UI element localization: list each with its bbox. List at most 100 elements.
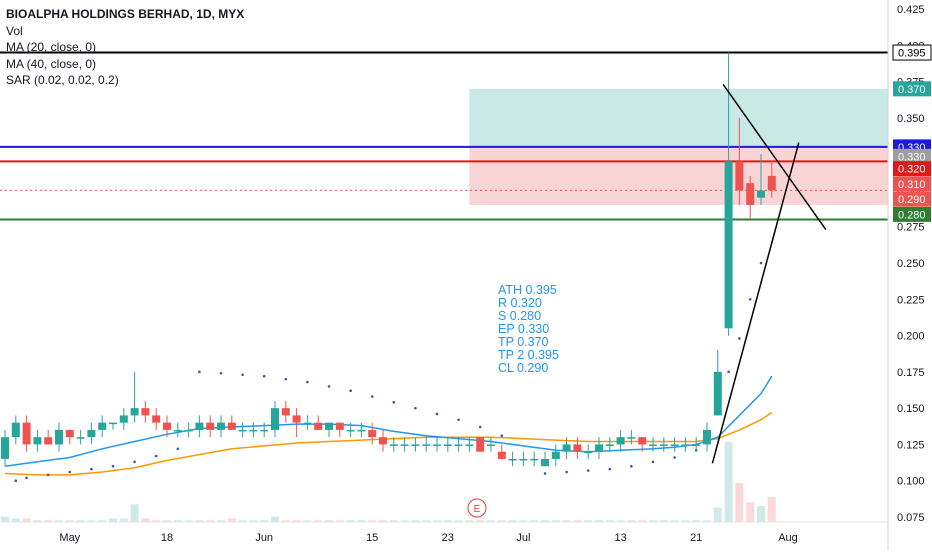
- candle-body[interactable]: [497, 451, 506, 459]
- x-tick-label: 23: [442, 532, 454, 544]
- volume-bar: [389, 520, 398, 522]
- volume-bar: [22, 518, 31, 522]
- legend-sar[interactable]: SAR (0.02, 0.02, 0.2): [6, 73, 119, 87]
- candle-body[interactable]: [238, 429, 247, 432]
- y-tick-label: 0.425: [897, 4, 925, 16]
- volume-bar: [260, 520, 269, 522]
- candle-body[interactable]: [389, 444, 398, 446]
- candle-body[interactable]: [184, 429, 193, 432]
- legend-volume[interactable]: Vol: [6, 23, 23, 38]
- candle-body[interactable]: [227, 422, 236, 430]
- event-marker-circle[interactable]: [467, 498, 487, 518]
- candle-body[interactable]: [87, 429, 96, 438]
- resistance-trendline[interactable]: [722, 84, 827, 231]
- volume-bar: [476, 520, 485, 522]
- candle-body[interactable]: [281, 408, 290, 416]
- candle-body[interactable]: [703, 429, 711, 445]
- candle-body[interactable]: [368, 429, 377, 438]
- legend-ma40[interactable]: MA (40, close, 0): [6, 56, 97, 71]
- candle-body[interactable]: [55, 429, 63, 445]
- candle-body[interactable]: [735, 161, 744, 191]
- candle-body[interactable]: [519, 458, 528, 461]
- volume-bar: [465, 520, 474, 522]
- candle-body[interactable]: [206, 422, 215, 430]
- candle-body[interactable]: [605, 444, 614, 446]
- candle-body[interactable]: [195, 422, 204, 430]
- event-marker-label: E: [474, 504, 481, 515]
- sar-dot: [327, 385, 331, 388]
- candle-body[interactable]: [422, 444, 431, 446]
- candle-body[interactable]: [595, 444, 603, 452]
- candle-body[interactable]: [638, 437, 647, 445]
- candle-body[interactable]: [98, 422, 107, 430]
- candle-body[interactable]: [508, 458, 517, 461]
- candle-body[interactable]: [292, 415, 301, 423]
- candle-body[interactable]: [584, 451, 593, 454]
- candle-body[interactable]: [76, 437, 85, 439]
- volume-bar: [551, 520, 560, 522]
- candle-body[interactable]: [713, 371, 722, 416]
- volume-bar: [649, 520, 657, 522]
- y-tick-label: 0.250: [897, 258, 925, 270]
- volume-bar: [487, 520, 495, 522]
- candle-body[interactable]: [379, 437, 387, 445]
- candle-body[interactable]: [530, 458, 539, 461]
- candle-body[interactable]: [141, 408, 150, 416]
- volume-bar: [443, 520, 452, 522]
- candle-body[interactable]: [616, 437, 625, 445]
- candle-body[interactable]: [487, 444, 495, 446]
- candle-body[interactable]: [659, 444, 668, 446]
- candle-body[interactable]: [681, 444, 690, 446]
- candle-body[interactable]: [109, 422, 117, 425]
- candle-body[interactable]: [44, 437, 53, 445]
- candle-body[interactable]: [692, 444, 701, 446]
- candle-body[interactable]: [670, 444, 679, 446]
- candle-body[interactable]: [173, 429, 182, 432]
- candle-body[interactable]: [627, 437, 636, 439]
- candle-body[interactable]: [65, 429, 74, 438]
- candle-body[interactable]: [260, 429, 269, 432]
- candle-body[interactable]: [541, 458, 549, 467]
- candle-body[interactable]: [757, 190, 765, 198]
- candle-body[interactable]: [33, 437, 42, 445]
- candle-body[interactable]: [11, 422, 20, 438]
- candle-body[interactable]: [346, 429, 355, 432]
- candle-body[interactable]: [649, 444, 657, 446]
- candle-body[interactable]: [746, 183, 755, 205]
- candle-body[interactable]: [433, 444, 441, 446]
- candle-body[interactable]: [314, 422, 323, 430]
- candle-body[interactable]: [562, 444, 571, 452]
- candle-body[interactable]: [249, 429, 258, 432]
- candle-body[interactable]: [551, 451, 560, 459]
- candle-body[interactable]: [335, 422, 344, 430]
- price-tag-cut-loss: 0.290: [898, 194, 926, 206]
- candle-body[interactable]: [1, 437, 9, 459]
- candle-body[interactable]: [465, 444, 474, 446]
- support-trendline[interactable]: [711, 142, 800, 464]
- legend-symbol-title[interactable]: BIOALPHA HOLDINGS BERHAD, 1D, MYX: [6, 7, 245, 21]
- candle-body[interactable]: [303, 422, 312, 425]
- candle-body[interactable]: [217, 422, 225, 430]
- candle-body[interactable]: [119, 415, 128, 423]
- candle-body[interactable]: [724, 161, 733, 329]
- candle-body[interactable]: [130, 408, 139, 416]
- volume-bar: [519, 520, 528, 522]
- volume-bar: [206, 520, 215, 522]
- candle-body[interactable]: [443, 444, 452, 446]
- candle-body[interactable]: [325, 422, 333, 430]
- candle-body[interactable]: [767, 175, 776, 191]
- candle-body[interactable]: [400, 444, 409, 446]
- legend-ma20[interactable]: MA (20, close, 0): [6, 40, 97, 54]
- candle-body[interactable]: [573, 444, 582, 452]
- candle-body[interactable]: [411, 444, 420, 446]
- candle-body[interactable]: [357, 429, 366, 432]
- candle-body[interactable]: [152, 415, 161, 423]
- candle-body[interactable]: [271, 408, 279, 430]
- candle-body[interactable]: [163, 422, 171, 430]
- candle-body[interactable]: [22, 422, 31, 445]
- candle-body[interactable]: [454, 444, 463, 446]
- candle-body[interactable]: [476, 437, 485, 452]
- volume-bar: [217, 520, 225, 522]
